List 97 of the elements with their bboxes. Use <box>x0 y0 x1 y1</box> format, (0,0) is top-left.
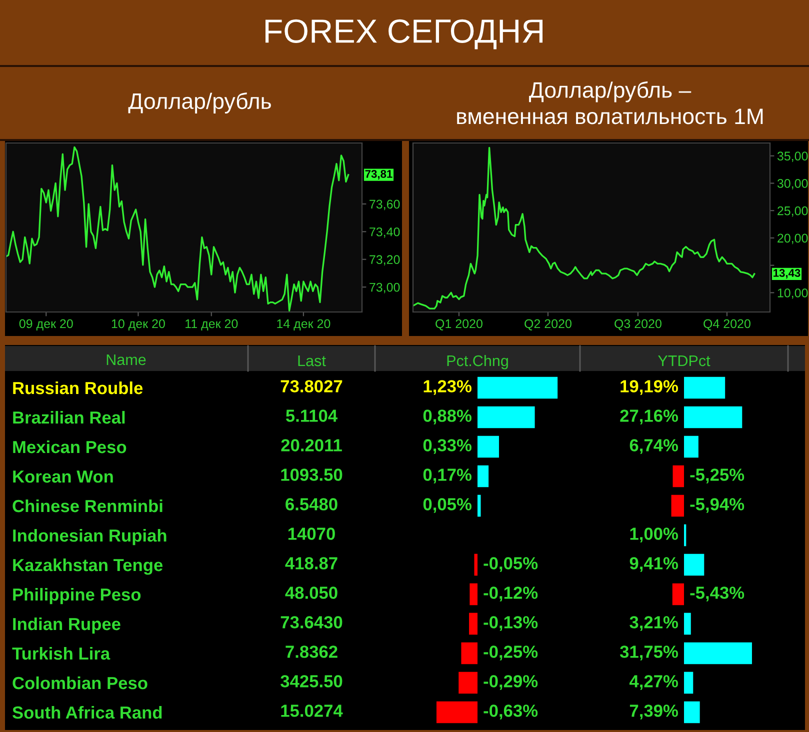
bar <box>671 494 684 517</box>
bar <box>478 376 558 399</box>
text: Last <box>298 356 326 366</box>
data-label: -5,94% <box>690 498 744 513</box>
y-tick-label: 35,00 <box>777 152 808 162</box>
text: 73,81 <box>365 170 392 180</box>
x-tick-label: 10 дек 20 <box>112 319 165 330</box>
x-tick-label: 11 дек 20 <box>186 319 238 330</box>
bar <box>684 672 694 694</box>
text: 14070 <box>288 528 335 540</box>
data-label: 9,41% <box>630 557 678 572</box>
bar <box>684 612 691 635</box>
data-label: -5,25% <box>690 468 744 484</box>
bar <box>478 465 489 488</box>
y-tick-label: Philippine Peso <box>13 588 141 604</box>
data-label: 0,88% <box>423 410 472 424</box>
bar <box>478 406 535 428</box>
chart-title: Доллар/рубль – вмененная волатильность 1M <box>457 81 763 124</box>
text: 3425.50 <box>280 675 342 688</box>
y-tick-label: 73,20 <box>370 255 400 266</box>
bar <box>470 583 478 606</box>
data-label: -0,63% <box>484 704 538 720</box>
bar <box>469 612 478 635</box>
data-label: 7,39% <box>630 704 678 720</box>
annotation: 13,43 <box>774 269 800 279</box>
y-tick-label: 73,40 <box>370 227 400 238</box>
data-label: -0,13% <box>484 616 538 631</box>
data-label: -5,43% <box>690 586 744 602</box>
bar <box>672 583 684 606</box>
data-label: 6,74% <box>630 439 678 454</box>
data-label: 0,05% <box>423 498 472 513</box>
y-tick-label: Colombian Peso <box>12 676 148 690</box>
y-tick-label: 10,00 <box>778 288 808 299</box>
text: 20.2011 <box>281 439 342 452</box>
data-label: -0,29% <box>484 675 538 690</box>
text: 5.1104 <box>286 410 338 422</box>
bar <box>684 406 742 428</box>
y-tick-label: Kazakhstan Tenge <box>13 558 163 575</box>
data-label: -0,05% <box>484 557 538 572</box>
y-tick-label: 30,00 <box>777 179 808 190</box>
x-tick-label: Q2 2020 <box>524 319 572 330</box>
bar <box>684 436 698 458</box>
bar <box>684 376 726 399</box>
y-tick-label: Chinese Renminbi <box>12 499 162 512</box>
chart-title: YTDPct <box>658 356 710 366</box>
x-tick-label: 09 дек 20 <box>19 319 73 330</box>
bar <box>672 465 684 488</box>
y-tick-label: Korean Won <box>13 470 113 483</box>
bar <box>478 494 481 517</box>
bar <box>684 554 704 576</box>
y-tick-label: Indian Rupee <box>13 617 120 634</box>
text: 6.5480 <box>286 498 338 510</box>
y-tick-label: Brazilian Real <box>13 410 125 424</box>
bar <box>436 701 478 724</box>
text: 7.8362 <box>286 646 338 658</box>
y-tick-label: Mexican Peso <box>13 440 126 454</box>
bar <box>458 672 478 694</box>
y-tick-label: Indonesian Rupiah <box>13 528 166 546</box>
bar <box>478 436 499 458</box>
bar <box>684 701 700 724</box>
data-label: 19,19% <box>620 380 678 395</box>
bar <box>684 642 752 664</box>
chart-title: Pct.Chng <box>447 354 508 370</box>
x-tick-label: Q1 2020 <box>436 319 482 330</box>
x-tick-label: Q3 2020 <box>614 319 662 330</box>
data-label: 27,16% <box>620 410 678 424</box>
y-tick-label: Turkish Lira <box>12 646 110 660</box>
y-tick-label: 73,60 <box>370 200 400 210</box>
text: 1093.50 <box>281 468 342 481</box>
data-label: 4,27% <box>629 675 678 690</box>
text: 73.8027 <box>280 380 342 392</box>
text: 73.6430 <box>280 616 342 628</box>
data-label: 3,21% <box>630 616 678 631</box>
data-label: -0,25% <box>484 646 538 660</box>
y-axis-title: Name <box>106 354 146 366</box>
data-label: 0,33% <box>423 439 472 454</box>
chart-subtitle: Доллар/рубль <box>128 92 271 114</box>
y-tick-label: 20,00 <box>778 234 808 244</box>
data-label: 1,23% <box>424 380 472 395</box>
data-label: 31,75% <box>620 646 678 660</box>
y-tick-label: 25,00 <box>778 206 808 217</box>
x-tick-label: 14 дек 20 <box>277 319 330 330</box>
y-tick-label: 73,00 <box>370 282 400 294</box>
y-tick-label: South Africa Rand <box>12 706 162 719</box>
bar <box>461 642 478 664</box>
line-series <box>413 146 756 310</box>
data-label: -0,12% <box>484 586 538 602</box>
line-series <box>6 146 350 312</box>
text: 15.0274 <box>281 704 343 717</box>
x-tick-label: Q4 2020 <box>704 319 750 330</box>
data-label: 0,17% <box>423 468 472 484</box>
text: 48.050 <box>285 586 338 599</box>
data-label: 1,00% <box>630 528 678 542</box>
y-tick-label: Russian Rouble <box>13 381 143 394</box>
text: 418.87 <box>285 557 338 570</box>
bar <box>474 554 478 576</box>
chart-title: FOREX СЕГОДНЯ <box>266 19 543 50</box>
